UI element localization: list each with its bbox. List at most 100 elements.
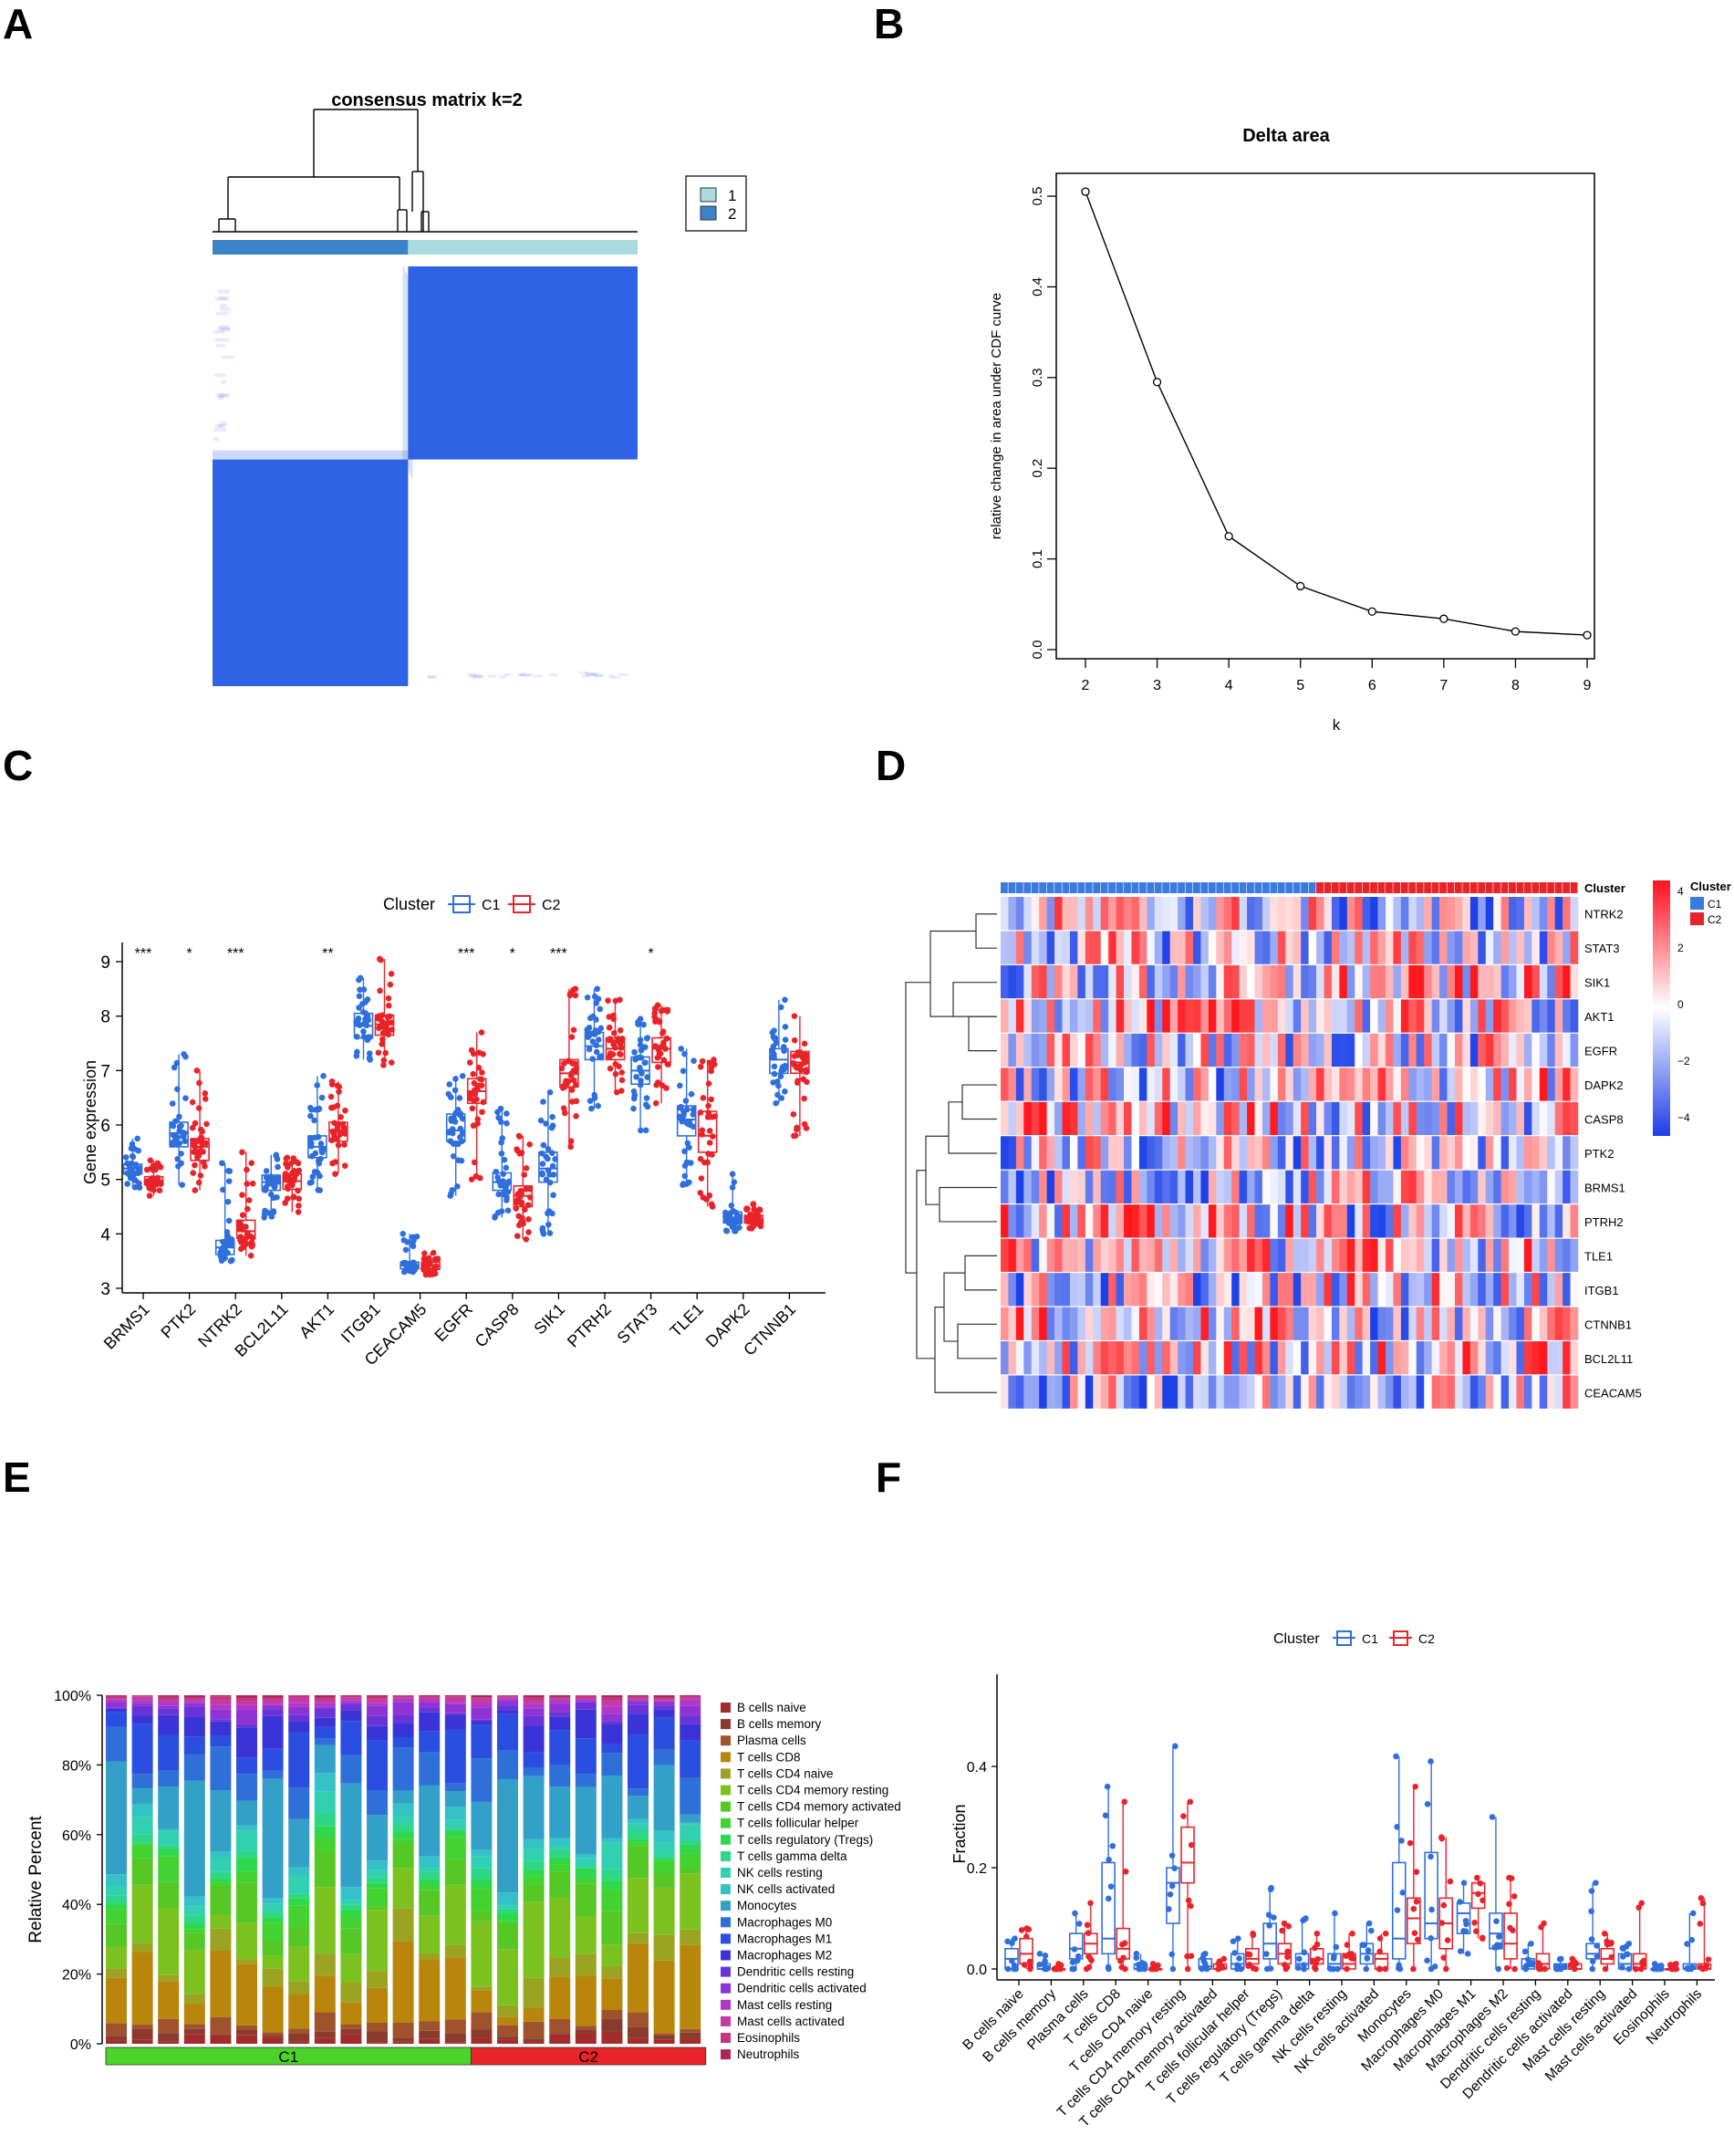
panel-d-cell <box>1231 897 1240 931</box>
panel-e-bar-segment-t-cells-cd4-naive <box>444 1944 466 1958</box>
panel-e-bar-segment-t-cells-regulatory-tregs <box>497 1912 518 1922</box>
panel-d-cell <box>1069 1068 1078 1101</box>
panel-c-y-tick-label: 8 <box>100 1008 110 1027</box>
panel-c-point <box>518 1150 525 1156</box>
panel-e-legend-label-nk-cells-activated: NK cells activated <box>737 1882 835 1896</box>
panel-d-cell <box>1100 1375 1109 1409</box>
panel-e-bar-segment-mast-cells-resting <box>340 1700 362 1703</box>
panel-c-point <box>545 1146 552 1152</box>
panel-d-legend-swatch-c2 <box>1690 912 1704 925</box>
panel-d-cell <box>1500 1204 1510 1238</box>
panel-d-cell <box>1570 1068 1579 1101</box>
panel-c-point <box>610 1016 618 1023</box>
panel-d-cell <box>1062 1238 1071 1272</box>
panel-f-point <box>1376 1965 1383 1973</box>
panel-d-row-label: BCL2L11 <box>1584 1352 1633 1366</box>
panel-e-bar-segment-macrophages-m0 <box>236 1774 257 1801</box>
panel-f-macrophages-m1-c2 <box>1470 1874 1486 1942</box>
panel-d-cell <box>1254 1068 1263 1101</box>
panel-c-point <box>652 1018 659 1025</box>
panel-d-cell <box>1062 1307 1071 1340</box>
panel-d-cell <box>1008 1068 1017 1101</box>
panel-c-point <box>540 1141 547 1149</box>
panel-f-point <box>1602 1965 1609 1973</box>
panel-d-cell <box>1439 1273 1448 1307</box>
panel-e-bar-segment-plasma-cells <box>419 2021 441 2031</box>
panel-e-bar-sample-6 <box>236 1695 257 2044</box>
panel-d-cell <box>1285 931 1294 964</box>
panel-c-point <box>794 1052 802 1058</box>
panel-d-cell <box>1138 999 1147 1033</box>
panel-c-point <box>263 1184 269 1191</box>
panel-d-cell <box>1216 1170 1225 1203</box>
panel-d-cell <box>1054 1136 1063 1170</box>
panel-c-point <box>651 1010 659 1016</box>
panel-d-cell <box>1370 931 1378 964</box>
panel-d-cell <box>1247 1136 1255 1170</box>
panel-d-cell <box>1424 1204 1432 1238</box>
panel-d-cell <box>1331 1341 1340 1375</box>
panel-c-point <box>202 1096 209 1102</box>
panel-d-cell <box>1178 1273 1186 1307</box>
panel-c-point <box>197 1126 204 1133</box>
panel-f-point <box>1188 1902 1194 1910</box>
panel-e-bar-segment-t-cells-regulatory-tregs <box>392 1831 414 1839</box>
panel-e-bar-segment-mast-cells-activated <box>314 1699 336 1703</box>
panel-d-cell <box>1231 1238 1240 1272</box>
panel-c-point <box>777 1004 784 1011</box>
panel-d-cell <box>1200 1033 1210 1068</box>
panel-c-point <box>334 1136 340 1142</box>
panel-d-cell <box>1162 1341 1170 1375</box>
panel-c-legend-label-c1: C1 <box>482 898 501 913</box>
panel-d-cell <box>1454 1307 1463 1340</box>
panel-d-dendrogram-branch <box>929 930 976 1017</box>
panel-d-cell <box>1408 1307 1417 1340</box>
panel-d-cell <box>1469 931 1479 964</box>
panel-d-cell <box>1301 931 1309 964</box>
panel-f-point <box>1620 1953 1626 1960</box>
panel-c-y-tick-label: 5 <box>100 1172 110 1191</box>
panel-f-point <box>1184 1965 1191 1973</box>
panel-f-point <box>1653 1965 1660 1973</box>
panel-d-cell <box>1386 964 1394 999</box>
panel-e-bar-segment-macrophages-m1 <box>236 1757 257 1775</box>
panel-d-cell <box>1093 897 1102 931</box>
panel-f-point <box>1219 1964 1226 1971</box>
panel-c-point <box>203 1120 210 1128</box>
panel-e-bar-segment-eosinophils <box>314 1697 336 1700</box>
panel-d-cell <box>1254 1375 1263 1409</box>
panel-d-cell <box>1424 1307 1432 1340</box>
panel-e-bar-segment-mast-cells-resting <box>210 1704 232 1710</box>
panel-e-bar-segment-eosinophils <box>549 1696 571 1699</box>
panel-c-point <box>335 1127 341 1133</box>
panel-c-point <box>550 1172 557 1178</box>
panel-d-cell <box>1216 1307 1225 1340</box>
panel-c-point <box>182 1053 189 1060</box>
panel-f-point <box>1141 1961 1147 1967</box>
panel-d-cell <box>1324 1307 1333 1340</box>
panel-d-row-label: SIK1 <box>1584 976 1610 990</box>
panel-d-cell <box>1554 1341 1563 1375</box>
panel-d-cell <box>1408 1341 1417 1375</box>
panel-d-cell <box>1077 1033 1086 1068</box>
panel-c-point <box>454 1182 461 1190</box>
panel-c-point <box>375 1049 382 1057</box>
panel-d-cell <box>1147 1273 1156 1307</box>
panel-d-cell <box>1046 931 1055 964</box>
panel-d-cell <box>1570 999 1579 1033</box>
panel-a-block-edge <box>213 451 421 453</box>
panel-a-noise-cell <box>520 673 534 677</box>
panel-a-noise-cell <box>218 296 230 300</box>
panel-c-ntrk2-c2 <box>235 1149 256 1259</box>
panel-a-noise-cell <box>220 393 228 398</box>
panel-e-bar-segment-t-cells-cd4-naive <box>340 1982 362 2003</box>
panel-d-cell <box>1200 1170 1210 1203</box>
panel-e-bar-segment-nk-cells-resting <box>601 1842 623 1870</box>
panel-f-point <box>1087 1900 1094 1907</box>
panel-a-noise-cell <box>467 672 476 676</box>
panel-d-cell <box>1400 1068 1409 1101</box>
panel-d-cell <box>1454 1204 1463 1238</box>
panel-c-point <box>400 1231 407 1237</box>
panel-d-row-dendrogram <box>905 913 997 1393</box>
panel-d-cell <box>1331 1204 1340 1238</box>
